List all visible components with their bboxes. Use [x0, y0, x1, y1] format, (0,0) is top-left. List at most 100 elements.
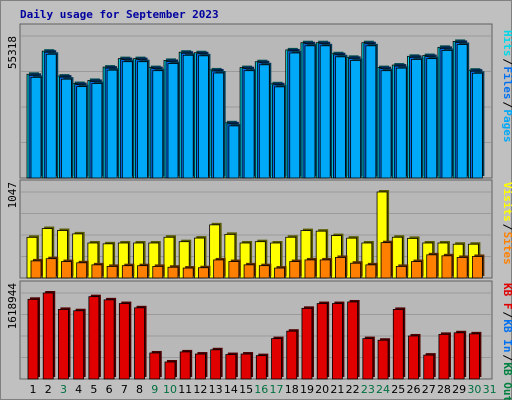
bar-pages-day-2: [45, 53, 57, 179]
day-label-21: 21: [330, 383, 344, 396]
day-label-25: 25: [391, 383, 405, 396]
bar-kb-f-day-25: [392, 309, 404, 380]
day-label-3: 3: [60, 383, 67, 396]
day-label-5: 5: [90, 383, 97, 396]
bar-sites-day-15: [243, 264, 255, 279]
bar-pages-day-10: [167, 63, 179, 179]
bar-kb-f-day-14: [225, 354, 237, 380]
bar-sites-day-6: [106, 266, 118, 279]
bar-sites-day-22: [350, 262, 362, 279]
bar-sites-day-8: [137, 265, 148, 279]
day-label-10: 10: [163, 383, 177, 396]
bar-pages-day-20: [319, 45, 331, 179]
bar-pages-day-16: [258, 64, 270, 179]
legend-pages: Pages: [501, 109, 512, 142]
bar-sites-day-17: [274, 267, 285, 279]
bar-pages-day-15: [243, 70, 255, 179]
bar-sites-day-5: [91, 264, 103, 279]
bar-sites-day-11: [182, 267, 194, 279]
bar-kb-f-day-11: [179, 351, 191, 380]
bar-kb-f-day-12: [195, 353, 206, 380]
bar-kb-f-day-13: [210, 349, 222, 380]
bar-sites-day-13: [213, 259, 225, 279]
bar-sites-day-25: [395, 266, 407, 279]
day-label-20: 20: [315, 383, 329, 396]
day-label-9: 9: [151, 383, 158, 396]
legend-sites: Sites: [501, 232, 512, 265]
bar-sites-day-29: [456, 257, 468, 279]
bar-pages-day-1: [30, 76, 42, 179]
day-label-29: 29: [452, 383, 466, 396]
bar-kb-f-day-8: [134, 307, 145, 380]
day-label-12: 12: [193, 383, 207, 396]
bar-kb-f-day-4: [73, 310, 85, 380]
day-label-26: 26: [407, 383, 421, 396]
ymax-label-visits: 1047: [6, 182, 19, 209]
bar-pages-day-21: [334, 56, 346, 179]
bar-pages-day-28: [441, 50, 453, 179]
legend-kb-in: KB In: [501, 319, 512, 352]
bar-sites-day-9: [152, 266, 164, 279]
bar-pages-day-13: [213, 72, 225, 179]
bar-kb-f-day-2: [42, 292, 54, 380]
bar-sites-day-23: [365, 264, 377, 279]
bar-pages-day-23: [365, 45, 377, 179]
bar-kb-f-day-5: [88, 296, 100, 380]
bar-pages-day-17: [274, 86, 285, 179]
day-label-11: 11: [178, 383, 192, 396]
day-label-1: 1: [30, 383, 37, 396]
bar-kb-f-day-3: [58, 309, 69, 380]
day-label-4: 4: [75, 383, 82, 396]
day-label-28: 28: [437, 383, 451, 396]
bar-sites-day-21: [334, 257, 346, 279]
bar-kb-f-day-7: [118, 303, 130, 380]
day-label-2: 2: [45, 383, 52, 396]
bar-sites-day-4: [76, 262, 88, 279]
bar-pages-day-11: [182, 54, 194, 179]
day-label-18: 18: [285, 383, 299, 396]
bar-kb-f-day-15: [240, 353, 252, 380]
day-label-17: 17: [270, 383, 284, 396]
day-label-30: 30: [467, 383, 481, 396]
bar-pages-day-19: [304, 45, 316, 179]
bar-sites-day-30: [471, 256, 483, 279]
bar-sites-day-20: [319, 259, 331, 279]
bar-kb-f-day-26: [408, 335, 419, 380]
bar-kb-f-day-17: [271, 338, 282, 380]
day-label-16: 16: [254, 383, 268, 396]
bar-sites-day-27: [426, 254, 438, 279]
bar-pages-day-29: [456, 44, 468, 179]
day-label-14: 14: [224, 383, 238, 396]
legend-separator: /: [501, 58, 512, 65]
legend-files: Files: [501, 66, 512, 99]
day-label-7: 7: [121, 383, 128, 396]
ymax-label-kbytes: 1618944: [6, 283, 19, 330]
legend-kb-out: KB Out: [501, 362, 512, 400]
bar-pages-day-12: [198, 55, 209, 179]
legend-separator: /: [501, 224, 512, 231]
legend-separator: /: [501, 354, 512, 361]
bar-pages-day-4: [76, 86, 88, 179]
bar-pages-day-24: [380, 70, 392, 179]
bar-pages-day-25: [395, 67, 407, 179]
bar-kb-f-day-28: [438, 333, 450, 380]
bar-sites-day-12: [198, 267, 209, 279]
ymax-label-hits: 55318: [6, 36, 19, 69]
legend-separator: /: [501, 101, 512, 108]
legend-separator: /: [501, 311, 512, 318]
bar-sites-day-10: [167, 266, 179, 279]
bar-pages-day-5: [91, 83, 103, 179]
bar-marks: [26, 39, 485, 380]
bar-sites-day-19: [304, 259, 316, 279]
legend-kb-f: KB F: [501, 283, 512, 310]
day-label-13: 13: [209, 383, 223, 396]
bar-kb-f-day-29: [453, 332, 465, 380]
bar-kb-f-day-10: [164, 361, 176, 380]
bar-sites-day-1: [30, 260, 42, 279]
bar-pages-day-30: [471, 72, 483, 179]
bar-sites-day-3: [61, 261, 72, 279]
bar-kb-f-day-16: [255, 355, 267, 380]
day-label-24: 24: [376, 383, 390, 396]
bar-sites-day-16: [258, 265, 270, 279]
day-label-8: 8: [136, 383, 143, 396]
